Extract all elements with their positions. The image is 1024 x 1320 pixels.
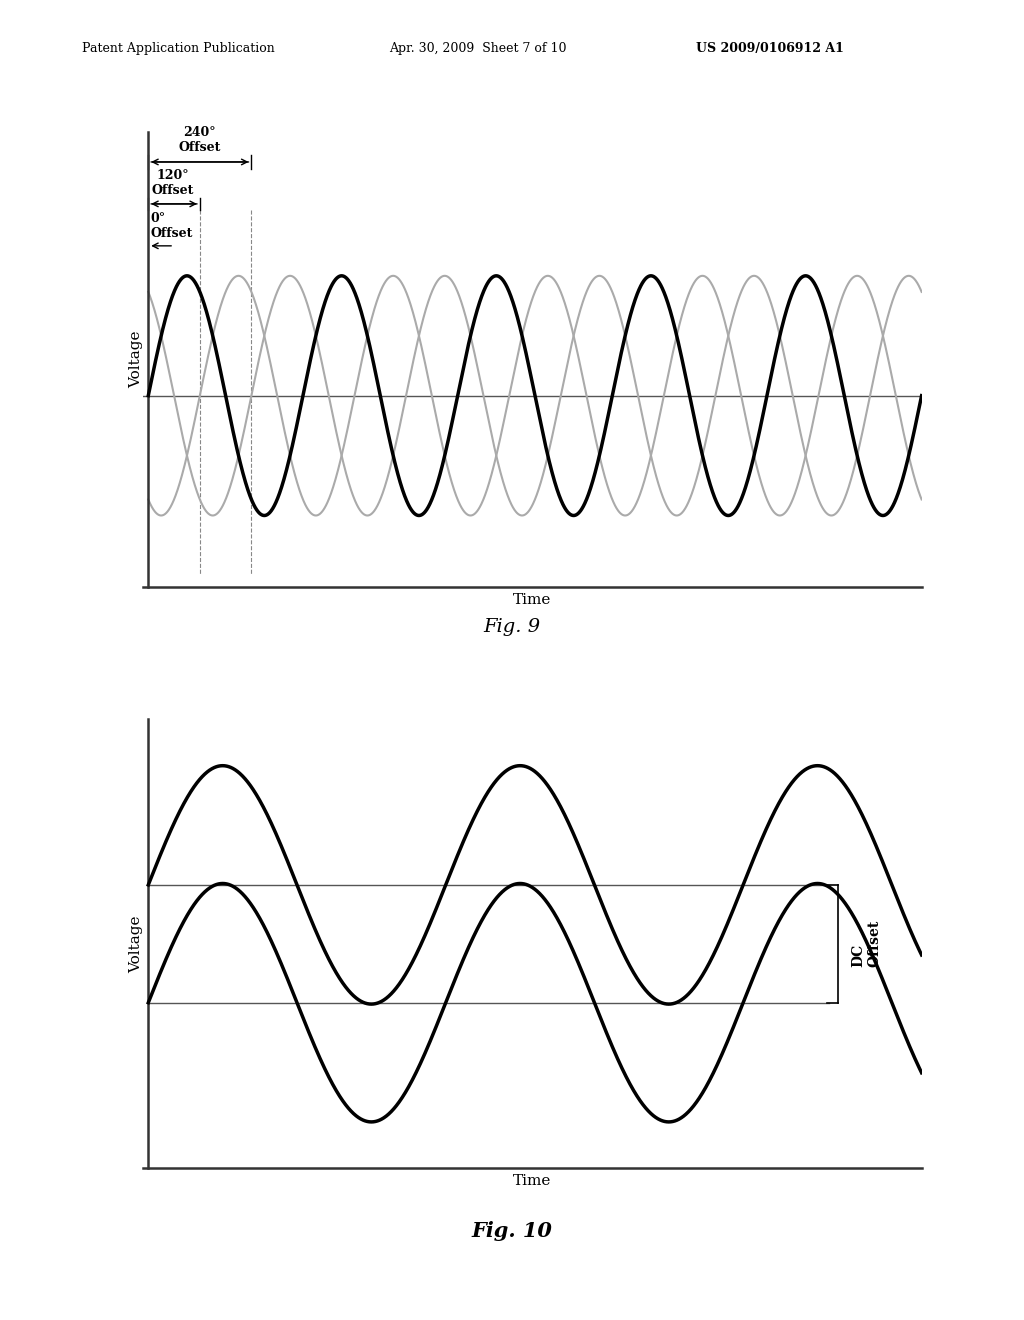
Text: Apr. 30, 2009  Sheet 7 of 10: Apr. 30, 2009 Sheet 7 of 10 xyxy=(389,42,566,55)
Text: 120°
Offset: 120° Offset xyxy=(152,169,194,197)
X-axis label: Time: Time xyxy=(513,593,552,607)
Y-axis label: Voltage: Voltage xyxy=(129,331,142,388)
Text: 240°
Offset: 240° Offset xyxy=(178,125,221,153)
Text: US 2009/0106912 A1: US 2009/0106912 A1 xyxy=(696,42,844,55)
Text: Patent Application Publication: Patent Application Publication xyxy=(82,42,274,55)
Y-axis label: Voltage: Voltage xyxy=(129,915,142,973)
Text: 0°
Offset: 0° Offset xyxy=(151,211,193,240)
X-axis label: Time: Time xyxy=(513,1173,552,1188)
Text: Fig. 10: Fig. 10 xyxy=(472,1221,552,1241)
Text: DC
Offset: DC Offset xyxy=(852,920,882,968)
Text: Fig. 9: Fig. 9 xyxy=(483,618,541,636)
